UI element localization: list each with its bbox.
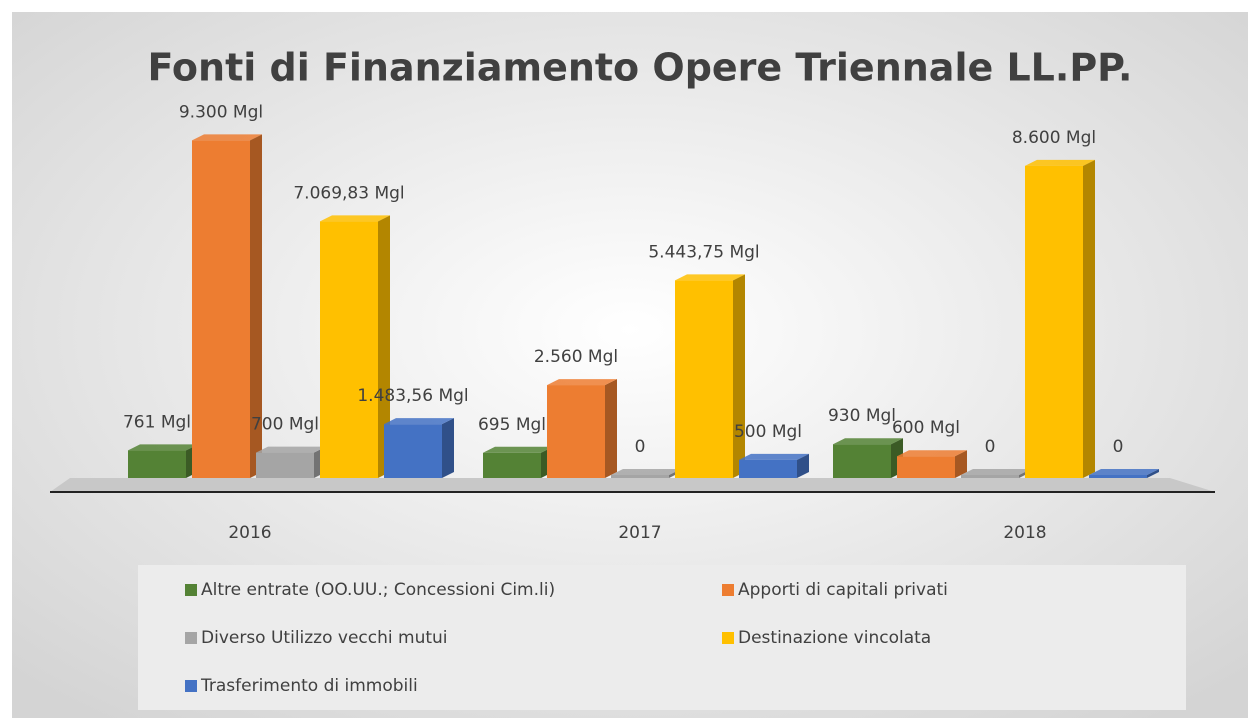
bar xyxy=(128,450,186,478)
bar xyxy=(256,452,314,478)
bar-side xyxy=(378,215,390,478)
bar xyxy=(611,475,669,478)
bar-top xyxy=(1025,159,1095,166)
bar-top xyxy=(483,446,553,453)
legend-label: Trasferimento di immobili xyxy=(200,676,418,696)
data-label: 7.069,83 Mgl xyxy=(293,183,404,203)
data-label: 0 xyxy=(635,437,646,457)
bar-top xyxy=(611,469,681,475)
bar xyxy=(547,385,605,478)
bar-side xyxy=(797,453,809,478)
legend-label: Destinazione vincolata xyxy=(738,628,931,648)
legend-label: Altre entrate (OO.UU.; Concessioni Cim.l… xyxy=(201,580,555,600)
bar-side xyxy=(955,450,967,478)
bar xyxy=(897,456,955,478)
bar xyxy=(739,459,797,478)
bar xyxy=(483,452,541,478)
legend-swatch xyxy=(185,632,197,644)
data-label: 8.600 Mgl xyxy=(1012,128,1096,148)
data-label: 0 xyxy=(1113,437,1124,457)
bar-top xyxy=(384,418,454,425)
data-label: 500 Mgl xyxy=(734,422,802,442)
data-label: 600 Mgl xyxy=(892,418,960,438)
bar xyxy=(384,424,442,478)
chart-title: Fonti di Finanziamento Opere Triennale L… xyxy=(148,46,1133,90)
bar-top xyxy=(547,379,617,386)
bar-top xyxy=(128,444,198,451)
data-label: 695 Mgl xyxy=(478,415,546,435)
bar-top xyxy=(320,215,390,222)
bar xyxy=(1089,475,1147,478)
legend-box xyxy=(138,565,1186,710)
bar-top xyxy=(739,453,809,460)
bar-top xyxy=(961,469,1031,475)
data-label: 9.300 Mgl xyxy=(179,102,263,122)
bar-top xyxy=(256,446,326,453)
bar xyxy=(320,221,378,478)
bar xyxy=(961,475,1019,478)
bar xyxy=(192,140,250,478)
data-label: 0 xyxy=(985,437,996,457)
x-tick-label: 2018 xyxy=(1003,523,1046,543)
bar-side xyxy=(442,418,454,478)
legend-swatch xyxy=(722,632,734,644)
bar xyxy=(833,444,891,478)
bar xyxy=(1025,165,1083,478)
legend-swatch xyxy=(722,584,734,596)
bar xyxy=(675,280,733,478)
legend-swatch xyxy=(185,680,197,692)
legend-swatch xyxy=(185,584,197,596)
data-label: 700 Mgl xyxy=(251,415,319,435)
bar-top xyxy=(897,450,967,457)
bar-top xyxy=(1089,469,1159,475)
bar-top xyxy=(675,274,745,281)
bar-side xyxy=(1147,469,1159,478)
bar-side xyxy=(250,134,262,478)
bar-side xyxy=(605,379,617,478)
bar-top xyxy=(192,134,262,141)
data-label: 930 Mgl xyxy=(828,406,896,426)
legend-label: Diverso Utilizzo vecchi mutui xyxy=(201,628,448,648)
legend-label: Apporti di capitali privati xyxy=(738,580,948,600)
data-label: 2.560 Mgl xyxy=(534,347,618,367)
data-label: 1.483,56 Mgl xyxy=(357,386,468,406)
data-label: 761 Mgl xyxy=(123,412,191,432)
data-label: 5.443,75 Mgl xyxy=(648,242,759,262)
bar-side xyxy=(733,274,745,478)
x-tick-label: 2017 xyxy=(618,523,661,543)
bar-top xyxy=(833,438,903,445)
x-tick-label: 2016 xyxy=(228,523,271,543)
floor xyxy=(50,478,1215,492)
bar-side xyxy=(1083,159,1095,478)
